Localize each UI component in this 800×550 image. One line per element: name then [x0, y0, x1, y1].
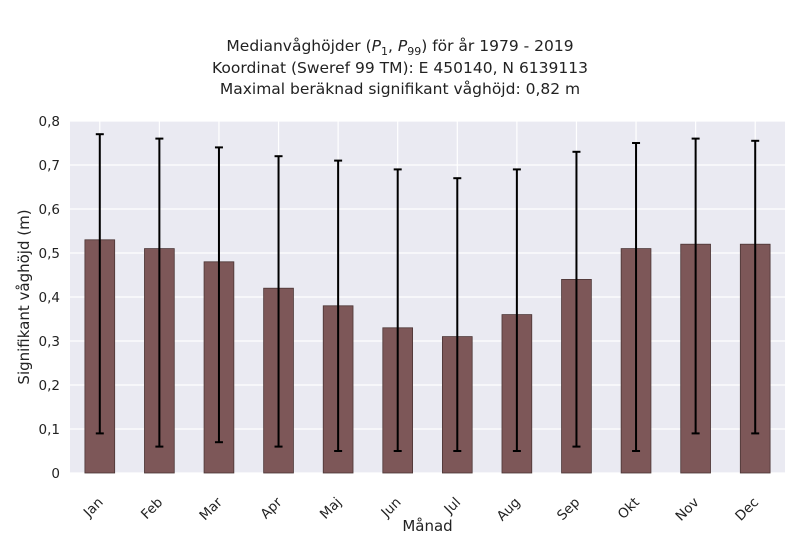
y-tick-labels: 0 0,1 0,2 0,3 0,4 0,5 0,6 0,7 0,8 [39, 114, 60, 482]
y-tick-label: 0,3 [39, 334, 60, 350]
y-tick-label: 0,1 [39, 422, 60, 438]
x-tick-label: Apr [258, 494, 286, 522]
y-tick-label: 0,7 [39, 158, 60, 174]
x-tick-label: Okt [615, 495, 643, 523]
y-tick-label: 0,5 [39, 246, 60, 262]
title-p-symbol-2: P [397, 37, 408, 55]
x-axis-label: Månad [402, 517, 452, 535]
error-bars [95, 133, 760, 452]
x-tick-label: Maj [317, 495, 345, 523]
title-line-1-prefix: Medianvåghöjder ( [226, 37, 372, 55]
x-tick-label: Nov [673, 495, 703, 525]
x-tick-label: Feb [138, 495, 166, 523]
title-line-1-suffix: ) för år 1979 - 2019 [421, 37, 574, 55]
y-tick-label: 0,2 [39, 378, 60, 394]
x-tick-label: Dec [732, 495, 762, 525]
title-p-subscript-2: 99 [407, 45, 422, 59]
x-tick-label: Mar [196, 494, 226, 524]
chart-title-line-3: Maximal beräknad signifikant våghöjd: 0,… [219, 80, 581, 98]
y-tick-label: 0,8 [39, 114, 60, 130]
chart-title-line-2: Koordinat (Sweref 99 TM): E 450140, N 61… [212, 59, 588, 77]
y-axis-label: Signifikant våghöjd (m) [15, 209, 33, 384]
chart-title-line-1: Medianvåghöjder (P1, P99) för år 1979 - … [0, 36, 800, 62]
y-tick-label: 0 [51, 466, 60, 482]
title-p-subscript-1: 1 [381, 45, 388, 59]
y-tick-label: 0,4 [39, 290, 60, 306]
x-tick-label: Aug [494, 495, 524, 525]
title-separator: , [388, 37, 398, 55]
x-tick-label: Jan [80, 495, 107, 522]
x-tick-label: Jul [441, 495, 465, 519]
x-tick-label: Jun [378, 495, 405, 522]
y-tick-label: 0,6 [39, 202, 60, 218]
x-tick-label: Sep [554, 495, 583, 524]
title-p-symbol-1: P [371, 37, 381, 55]
